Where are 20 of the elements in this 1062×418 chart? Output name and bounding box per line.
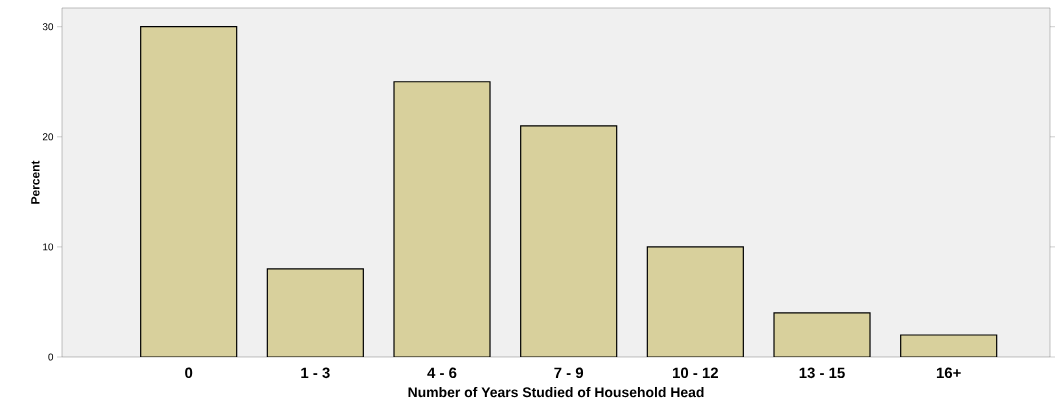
bar — [267, 268, 364, 357]
bar — [774, 312, 871, 357]
x-tick-label: 7 - 9 — [554, 367, 584, 379]
bar — [647, 246, 744, 357]
x-tick-label: 1 - 3 — [301, 367, 330, 379]
x-tick-label: 4 - 6 — [427, 367, 457, 379]
y-tick-label: 10 — [43, 243, 54, 251]
y-axis-title: Percent — [31, 160, 40, 204]
y-tick-label: 30 — [42, 23, 54, 31]
bar — [900, 334, 998, 357]
x-axis-title: Number of Years Studied of Household Head — [408, 386, 704, 398]
x-tick-label: 10 - 12 — [673, 367, 718, 379]
x-tick-label: 16+ — [936, 367, 961, 379]
y-tick-label: 0 — [48, 353, 54, 361]
x-tick-label: 0 — [185, 367, 193, 379]
y-tick-label: 20 — [42, 133, 54, 141]
bar — [394, 81, 491, 357]
bar — [520, 125, 617, 357]
bar — [140, 26, 237, 357]
x-tick-label: 13 - 15 — [799, 367, 845, 379]
